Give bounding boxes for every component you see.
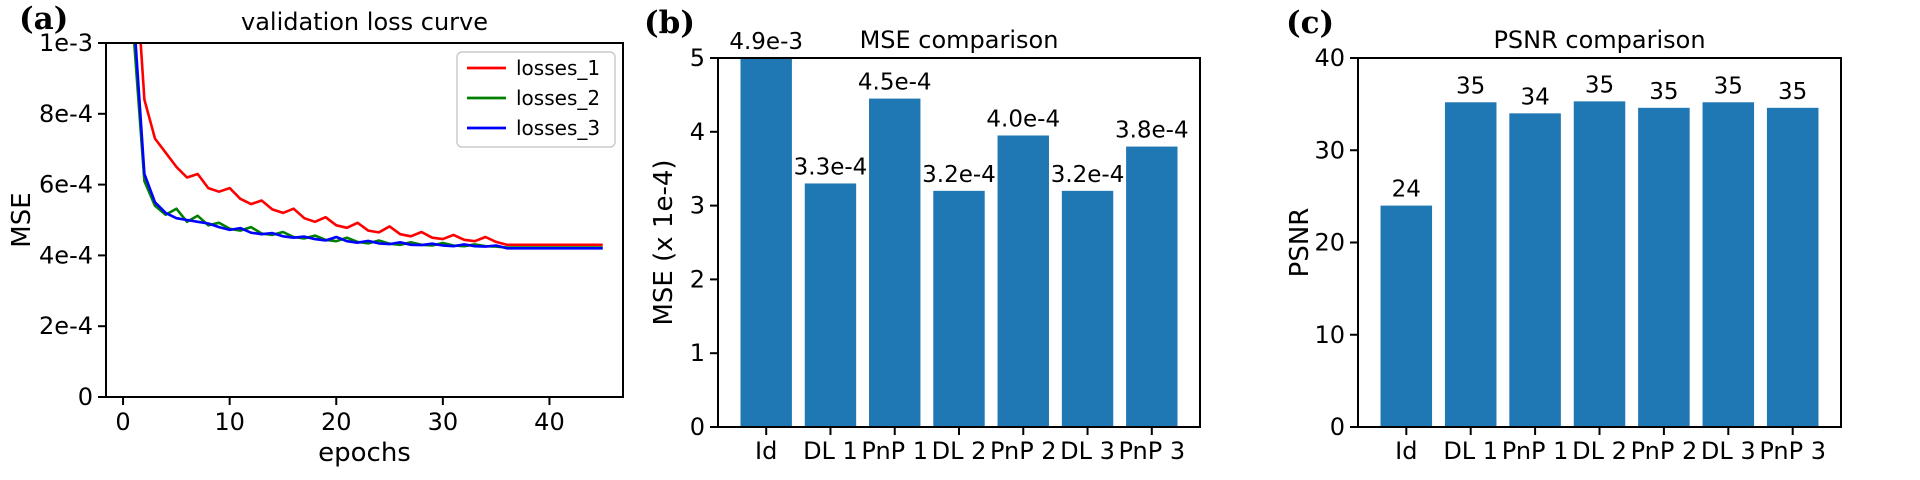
category-label: PnP 2 xyxy=(1631,437,1698,465)
x-tick-label: 10 xyxy=(214,408,245,436)
y-tick-label: 0 xyxy=(1330,413,1345,441)
y-axis-label: MSE xyxy=(7,192,37,247)
bar-value-label: 35 xyxy=(1714,73,1743,99)
series-line-losses_1 xyxy=(139,43,603,247)
mse-comparison-chart: 4.9e-3 Id 3.3e-4 DL 1 4.5e-4 PnP 1 3.2e-4 DL 2 4… xyxy=(649,26,1201,465)
bar-value-label: 4.0e-4 xyxy=(986,106,1060,132)
y-tick-label: 2e-4 xyxy=(39,312,93,340)
legend-label-losses_3: losses_3 xyxy=(516,116,600,140)
validation-loss-chart: 0 2e-4 4e-4 6e-4 8e-4 1e-3 0 10 20 30 40 epochs MSE v… xyxy=(7,8,624,468)
bar-DL 1 xyxy=(1444,102,1497,427)
category-label: Id xyxy=(1395,437,1417,465)
y-tick-label: 3 xyxy=(690,192,705,220)
y-tick-label: 4e-4 xyxy=(39,241,93,269)
bar-value-label: 35 xyxy=(1649,79,1678,105)
y-tick-label: 20 xyxy=(1314,229,1345,257)
x-tick-label: 20 xyxy=(321,408,352,436)
legend-box xyxy=(456,51,616,148)
bar-PnP 1 xyxy=(1509,113,1561,427)
category-label: DL 2 xyxy=(932,437,987,465)
bar-PnP 2 xyxy=(1638,107,1690,427)
bar-value-label: 4.5e-4 xyxy=(858,70,932,96)
y-tick-label: 0 xyxy=(690,413,705,441)
psnr-comparison-chart: 24 Id 35 DL 1 34 PnP 1 35 DL 2 35 PnP 2 35 DL 3 35 Pn… xyxy=(1285,26,1842,465)
x-tick-label: 40 xyxy=(534,408,565,436)
bar-DL 2 xyxy=(933,190,985,427)
chart-title: validation loss curve xyxy=(241,8,488,36)
y-tick-label: 6e-4 xyxy=(39,171,93,199)
y-tick-label: 2 xyxy=(690,265,705,293)
bar-DL 1 xyxy=(804,183,857,427)
y-axis-label: MSE (x 1e-4) xyxy=(649,159,679,325)
bar-PnP 1 xyxy=(869,98,921,427)
y-tick-label: 1 xyxy=(690,339,705,367)
legend-label-losses_1: losses_1 xyxy=(516,56,600,80)
panel-label-c: (c) xyxy=(1286,5,1335,41)
bar-DL 3 xyxy=(1061,190,1114,427)
bar-value-label: 35 xyxy=(1585,72,1614,98)
bar-value-label: 34 xyxy=(1520,84,1549,110)
category-label: DL 3 xyxy=(1701,437,1756,465)
bar-Id xyxy=(740,58,792,427)
axes-frame xyxy=(105,42,624,398)
series-line-losses_3 xyxy=(134,43,603,250)
y-tick-label: 5 xyxy=(690,44,705,72)
y-tick-label: 10 xyxy=(1314,321,1345,349)
axes-frame xyxy=(717,57,1201,428)
y-tick-label: 30 xyxy=(1314,136,1345,164)
legend: losses_1 losses_2 losses_3 xyxy=(456,51,616,148)
y-axis-label: PSNR xyxy=(1285,208,1315,278)
panel-label-a: (a) xyxy=(19,1,69,37)
category-label: PnP 2 xyxy=(990,437,1057,465)
category-label: PnP 1 xyxy=(861,437,928,465)
chart-title: PSNR comparison xyxy=(1493,26,1705,54)
bar-value-label: 35 xyxy=(1456,73,1485,99)
bar-PnP 3 xyxy=(1766,107,1819,427)
category-label: DL 1 xyxy=(803,437,858,465)
category-label: DL 2 xyxy=(1572,437,1627,465)
bar-PnP 2 xyxy=(997,135,1049,428)
bar-value-label: 3.2e-4 xyxy=(1051,162,1125,188)
bar-value-label: 3.3e-4 xyxy=(794,154,868,180)
y-tick-label: 4 xyxy=(690,118,705,146)
chart-title: MSE comparison xyxy=(860,26,1059,54)
category-label: PnP 3 xyxy=(1759,437,1826,465)
x-tick-label: 0 xyxy=(115,408,130,436)
x-tick-label: 30 xyxy=(428,408,459,436)
y-tick-label: 0 xyxy=(78,383,93,411)
legend-label-losses_2: losses_2 xyxy=(516,86,600,110)
y-tick-label: 40 xyxy=(1314,44,1345,72)
bar-Id xyxy=(1380,205,1433,427)
y-tick-label: 1e-3 xyxy=(39,29,93,57)
category-label: DL 3 xyxy=(1060,437,1115,465)
bar-DL 2 xyxy=(1573,101,1626,428)
bar-DL 3 xyxy=(1702,102,1755,427)
category-label: PnP 3 xyxy=(1118,437,1185,465)
panel-label-b: (b) xyxy=(644,5,696,41)
bar-value-label: 3.2e-4 xyxy=(922,162,996,188)
category-label: DL 1 xyxy=(1443,437,1498,465)
x-axis-label: epochs xyxy=(318,438,411,468)
category-label: Id xyxy=(755,437,777,465)
bar-value-label: 3.8e-4 xyxy=(1115,118,1189,144)
bar-PnP 3 xyxy=(1126,146,1178,427)
bar-value-label: 24 xyxy=(1392,177,1421,203)
category-label: PnP 1 xyxy=(1502,437,1569,465)
bar-value-label: 35 xyxy=(1778,79,1807,105)
bar-value-label: 4.9e-3 xyxy=(729,29,803,55)
y-tick-label: 8e-4 xyxy=(39,100,93,128)
